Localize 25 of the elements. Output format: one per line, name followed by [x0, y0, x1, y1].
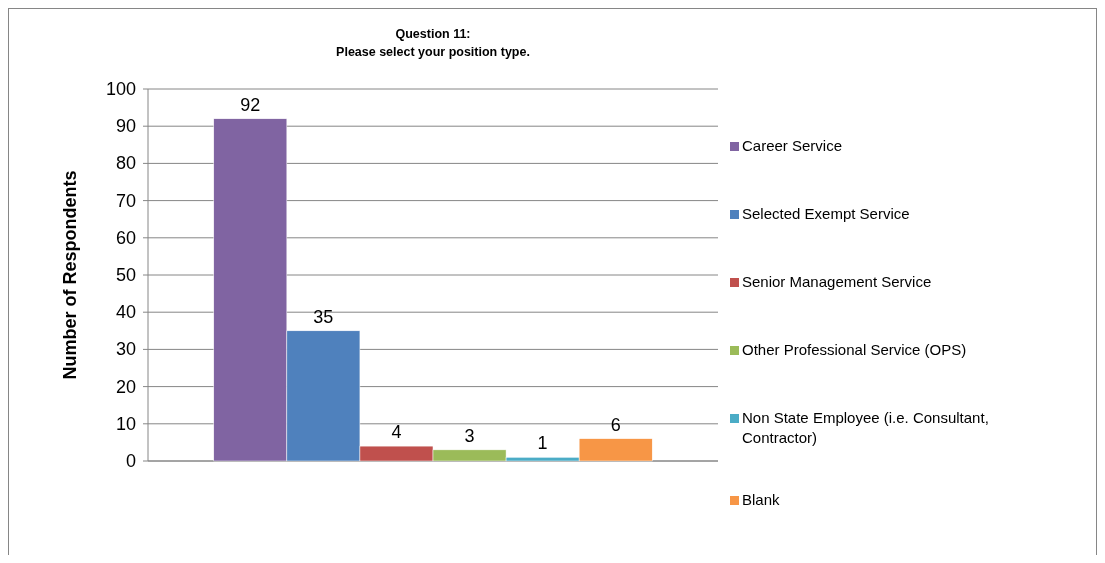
- y-tick-label: 10: [115, 413, 136, 434]
- legend-label: Blank: [742, 491, 781, 508]
- y-tick-label: 60: [115, 227, 136, 248]
- y-tick-label: 70: [115, 190, 136, 211]
- y-tick-label: 40: [115, 302, 136, 323]
- data-label: 6: [610, 414, 621, 435]
- data-label: 92: [240, 94, 261, 115]
- data-label: 1: [537, 433, 548, 454]
- y-tick-label: 0: [125, 451, 136, 471]
- legend-label: Career Service: [742, 137, 843, 154]
- y-tick-label: 100: [105, 79, 136, 99]
- y-tick-label: 30: [115, 339, 136, 360]
- legend-label: Senior Management Service: [742, 273, 932, 290]
- y-axis-title: Number of Respondents: [60, 170, 80, 380]
- data-label: 3: [464, 425, 475, 446]
- legend-label: Selected Exempt Service: [742, 205, 910, 222]
- y-tick-label: 90: [115, 116, 136, 137]
- y-tick-label: 80: [115, 153, 136, 174]
- y-tick-label: 20: [115, 376, 136, 397]
- data-label: 4: [391, 422, 402, 443]
- chart-title: Question 11: Please select your position type.: [336, 27, 530, 59]
- legend-label: Non State Employee (i.e. Consultant, Contractor): [742, 409, 989, 446]
- legend-label: Other Professional Service (OPS): [742, 341, 967, 358]
- data-label: 35: [313, 306, 334, 327]
- y-tick-label: 50: [115, 265, 136, 285]
